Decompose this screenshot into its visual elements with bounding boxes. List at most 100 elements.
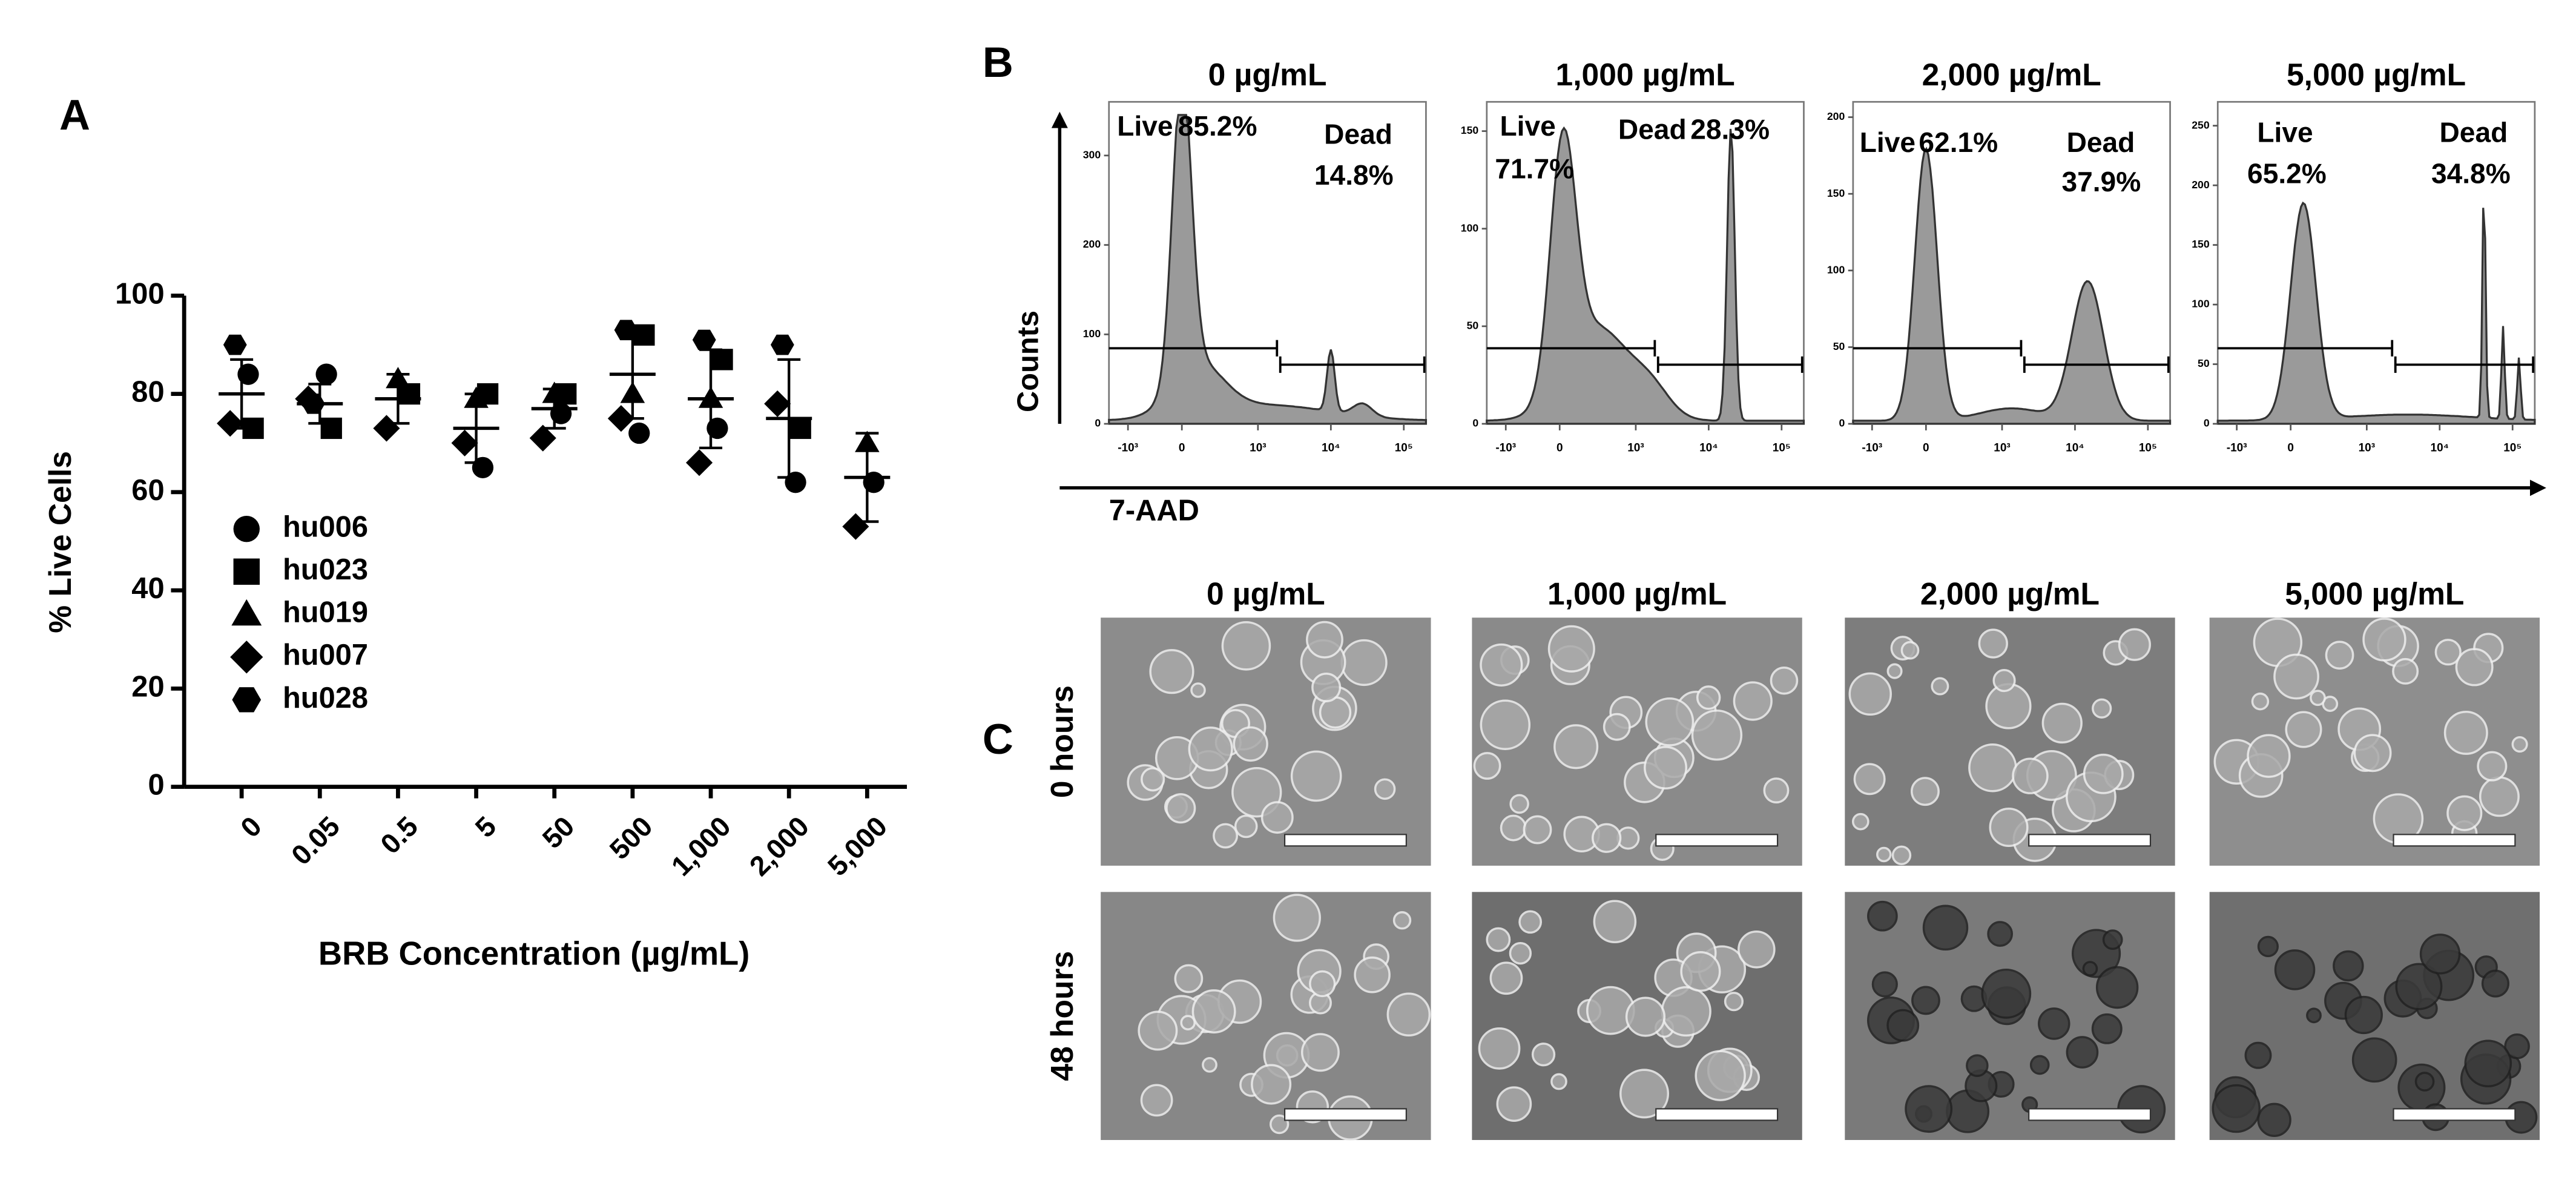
y-tick-label: 60 [131, 474, 164, 507]
cell [1770, 666, 1799, 695]
scale-bar [1655, 1108, 1779, 1121]
cell [1138, 1010, 1178, 1051]
cell [2414, 1072, 2435, 1092]
cell [1531, 1043, 1556, 1067]
cell [2443, 710, 2488, 755]
histogram-curve [2216, 201, 2536, 425]
live-gate [1486, 340, 1656, 357]
histogram-curve [1852, 147, 2172, 425]
x-tick-label: 1,000 [665, 810, 737, 881]
cell [2092, 698, 2112, 719]
column-title: 1,000 µg/mL [1547, 576, 1727, 611]
cell [2257, 935, 2279, 957]
cell [2066, 1036, 2099, 1069]
cell [1480, 699, 1531, 750]
cell [1188, 726, 1233, 772]
x-tick-label: 0 [1179, 442, 1185, 455]
gate-annotation: 37.9% [2061, 166, 2141, 197]
cell [1386, 992, 1431, 1037]
error-bar [230, 358, 254, 430]
y-tick-label: 300 [1083, 149, 1101, 161]
cell [1724, 992, 1744, 1012]
cell [1931, 677, 1949, 696]
cell [1966, 1054, 1989, 1077]
scale-bar [1655, 834, 1779, 847]
y-tick-label: 100 [2192, 298, 2210, 310]
cell [2082, 961, 2098, 977]
x-tick-label: 50 [536, 810, 581, 854]
point [320, 417, 342, 440]
cell [2464, 1039, 2512, 1087]
point [711, 349, 733, 371]
y-tick-label: 150 [1827, 187, 1845, 199]
legend-marker [233, 558, 260, 585]
point [529, 424, 556, 452]
histogram-title: 2,000 µg/mL [1922, 57, 2101, 92]
x-tick-label: -10³ [2227, 442, 2247, 455]
cell [1165, 793, 1196, 824]
histogram-frame [1108, 100, 1427, 425]
cell [1968, 743, 2017, 792]
cell [1603, 713, 1631, 741]
cell [1911, 986, 1940, 1015]
x-axis-label: 7-AAD [1109, 494, 1199, 527]
cell [1891, 845, 1912, 865]
cell [2310, 690, 2326, 707]
legend-marker [233, 515, 260, 542]
point [628, 422, 650, 444]
cell [2118, 628, 2151, 661]
scale-bar [1283, 834, 1407, 847]
x-tick-label: 5,000 [822, 810, 893, 881]
x-tick-label: 10⁴ [2066, 442, 2084, 455]
x-tick-label: 0.05 [285, 810, 346, 871]
x-tick-label: -10³ [1495, 442, 1516, 455]
cell [2095, 966, 2139, 1009]
cell [2419, 934, 2461, 975]
error-bar [542, 387, 566, 430]
y-tick-label: 0 [1839, 417, 1845, 429]
x-tick-label: 10⁵ [1773, 442, 1791, 455]
histogram-title: 1,000 µg/mL [1556, 57, 1735, 92]
cell [1191, 989, 1236, 1034]
dead-gate [2023, 356, 2170, 373]
y-axis-label: Counts [1012, 311, 1044, 412]
cell [1290, 750, 1342, 802]
y-tick-label: 100 [1827, 263, 1845, 275]
cell [2251, 692, 2270, 711]
point [686, 449, 713, 476]
cell [2455, 648, 2494, 687]
x-tick-label: -10³ [1118, 442, 1138, 455]
x-tick-label: 10³ [2359, 442, 2375, 455]
scale-bar [2028, 1108, 2152, 1121]
error-bar [699, 348, 723, 450]
cell [1392, 911, 1412, 930]
cell [1354, 956, 1391, 993]
cell [2306, 1007, 2322, 1024]
cell [2273, 653, 2319, 700]
cell [1473, 752, 1501, 780]
point [842, 513, 869, 540]
y-tick-label: 100 [115, 277, 164, 310]
y-tick-label: 50 [1833, 340, 1845, 352]
gate-annotation: Dead [2440, 117, 2508, 148]
y-axis-label: % Live Cells [42, 451, 77, 633]
point [607, 405, 634, 432]
error-bar [308, 383, 332, 425]
cell [2038, 1007, 2070, 1040]
cell [1202, 1057, 1217, 1073]
cell [1270, 1114, 1290, 1135]
cell [1486, 927, 1511, 952]
error-bar [621, 329, 644, 420]
cell [1680, 951, 1721, 992]
x-tick-label: 0 [2287, 442, 2294, 455]
y-tick-label: 200 [1083, 238, 1101, 250]
cell [1149, 649, 1194, 694]
x-tick-label: 10⁴ [1699, 442, 1718, 455]
cell [1992, 668, 2016, 693]
cell [1871, 971, 1898, 998]
y-tick-label: 0 [1095, 417, 1101, 429]
cell [1738, 931, 1776, 969]
cell [2102, 929, 2123, 950]
x-tick-label: 10⁵ [2139, 442, 2157, 455]
y-tick-label: 0 [1472, 417, 1478, 429]
